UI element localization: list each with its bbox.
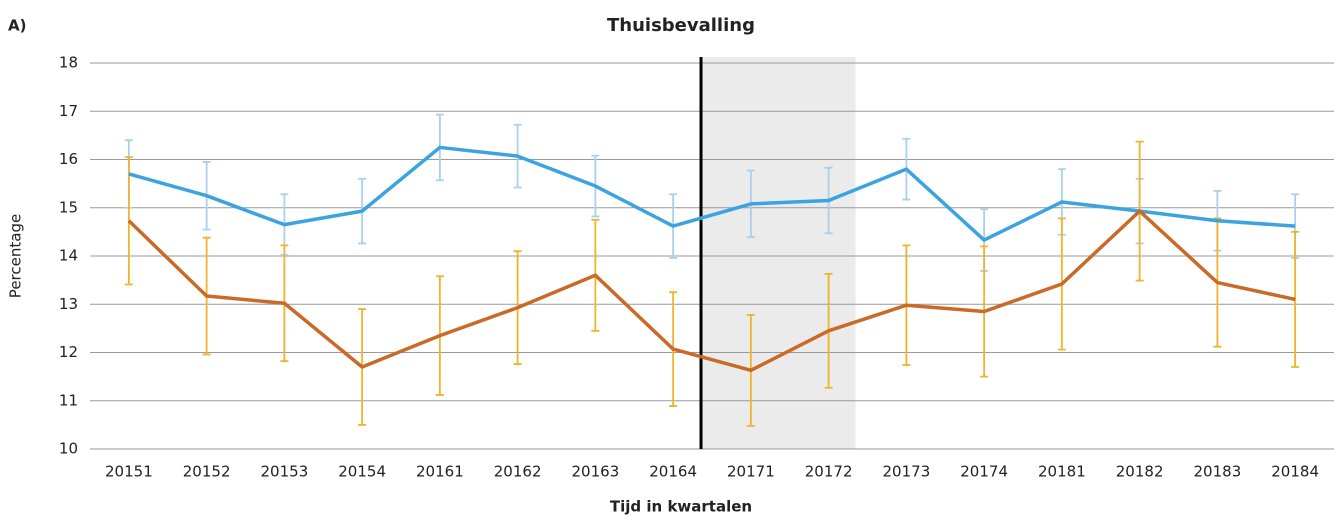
x-tick-label: 20161 <box>416 463 464 481</box>
panel-label: A) <box>8 17 26 35</box>
x-tick-label: 20152 <box>183 463 231 481</box>
y-tick-label: 10 <box>59 440 78 458</box>
x-tick-label: 20172 <box>805 463 853 481</box>
x-tick-label: 20173 <box>883 463 931 481</box>
x-tick-label: 20151 <box>105 463 153 481</box>
x-tick-label: 20184 <box>1271 463 1319 481</box>
error-bar <box>124 156 133 286</box>
x-tick-label: 20162 <box>494 463 542 481</box>
y-tick-label: 16 <box>59 150 78 168</box>
x-tick-label: 20182 <box>1116 463 1164 481</box>
shaded-period <box>701 57 856 449</box>
x-tick-label: 20183 <box>1194 463 1242 481</box>
y-tick-label: 12 <box>59 343 78 361</box>
series-line <box>127 209 1296 373</box>
y-tick-label: 18 <box>59 54 78 72</box>
y-tick-label: 15 <box>59 198 78 216</box>
chart-title: Thuisbevalling <box>607 15 755 36</box>
error-bar <box>1291 230 1300 368</box>
y-axis-label: Percentage <box>7 214 25 298</box>
y-tick-label: 13 <box>59 295 78 313</box>
x-tick-label: 20164 <box>649 463 697 481</box>
series-line <box>128 145 1296 242</box>
x-tick-label: 20163 <box>572 463 620 481</box>
x-tick-label: 20153 <box>261 463 309 481</box>
y-tick-label: 11 <box>59 391 78 409</box>
y-tick-label: 14 <box>59 247 78 265</box>
x-tick-label: 20154 <box>338 463 386 481</box>
x-tick-label: 20181 <box>1038 463 1086 481</box>
y-tick-label: 17 <box>59 102 78 120</box>
x-axis-label: Tijd in kwartalen <box>610 498 752 516</box>
x-tick-label: 20171 <box>727 463 775 481</box>
x-tick-label: 20174 <box>960 463 1008 481</box>
